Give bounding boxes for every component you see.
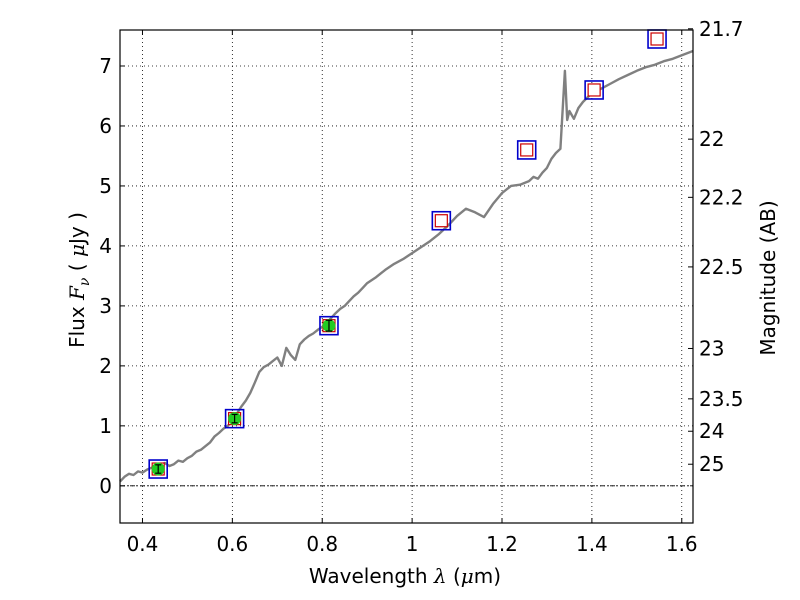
y2-tick-label: 22	[699, 127, 724, 151]
spectrum-line	[119, 49, 694, 483]
spectrum-group	[119, 49, 694, 483]
model-inner-marker	[520, 143, 534, 157]
y-tick-label: 7	[99, 54, 112, 78]
y-axis-title: Flux Fν ( μJy )	[65, 212, 93, 348]
x-tick-label: 1.6	[666, 532, 698, 556]
y2-tick-label: 23	[699, 336, 724, 360]
x-axis-title: Wavelength λ (μm)	[309, 564, 501, 588]
plot-frame	[119, 29, 694, 524]
y2-axis-title: Magnitude (AB)	[756, 200, 780, 355]
y2-tick-label: 24	[699, 419, 724, 443]
y-tick-label: 6	[99, 114, 112, 138]
y-tick-label: 2	[99, 354, 112, 378]
x-tick-label: 1	[406, 532, 419, 556]
y2-tick-label: 22.2	[699, 185, 744, 209]
x-tick-label: 0.8	[306, 532, 338, 556]
y2-tick-label: 25	[699, 452, 724, 476]
x-tick-label: 0.6	[216, 532, 248, 556]
y-tick-label: 5	[99, 174, 112, 198]
y-tick-label: 1	[99, 414, 112, 438]
model-box-marker	[584, 80, 604, 100]
y2-tick-label: 21.7	[699, 17, 744, 41]
y2-tick-label: 23.5	[699, 387, 744, 411]
y-tick-label: 3	[99, 294, 112, 318]
model-inner-marker	[650, 32, 664, 46]
x-tick-label: 1.2	[486, 532, 518, 556]
model-box-marker	[431, 210, 452, 231]
y-tick-label: 0	[99, 474, 112, 498]
x-tick-label: 1.4	[576, 532, 608, 556]
markers-group	[148, 29, 667, 479]
y-tick-label: 4	[99, 234, 112, 258]
ticks-group: 0.4 0.6 0.8 1 1.2 1.4 1.60123456721.72222.222.…	[99, 17, 743, 556]
x-tick-label: 0.4	[127, 532, 159, 556]
y2-tick-label: 22.5	[699, 255, 744, 279]
model-inner-marker	[434, 214, 448, 228]
model-box-marker	[224, 408, 245, 429]
model-box-marker	[319, 315, 339, 336]
model-box-marker	[148, 459, 168, 479]
model-inner-marker	[587, 83, 601, 97]
model-box-marker	[516, 140, 537, 160]
